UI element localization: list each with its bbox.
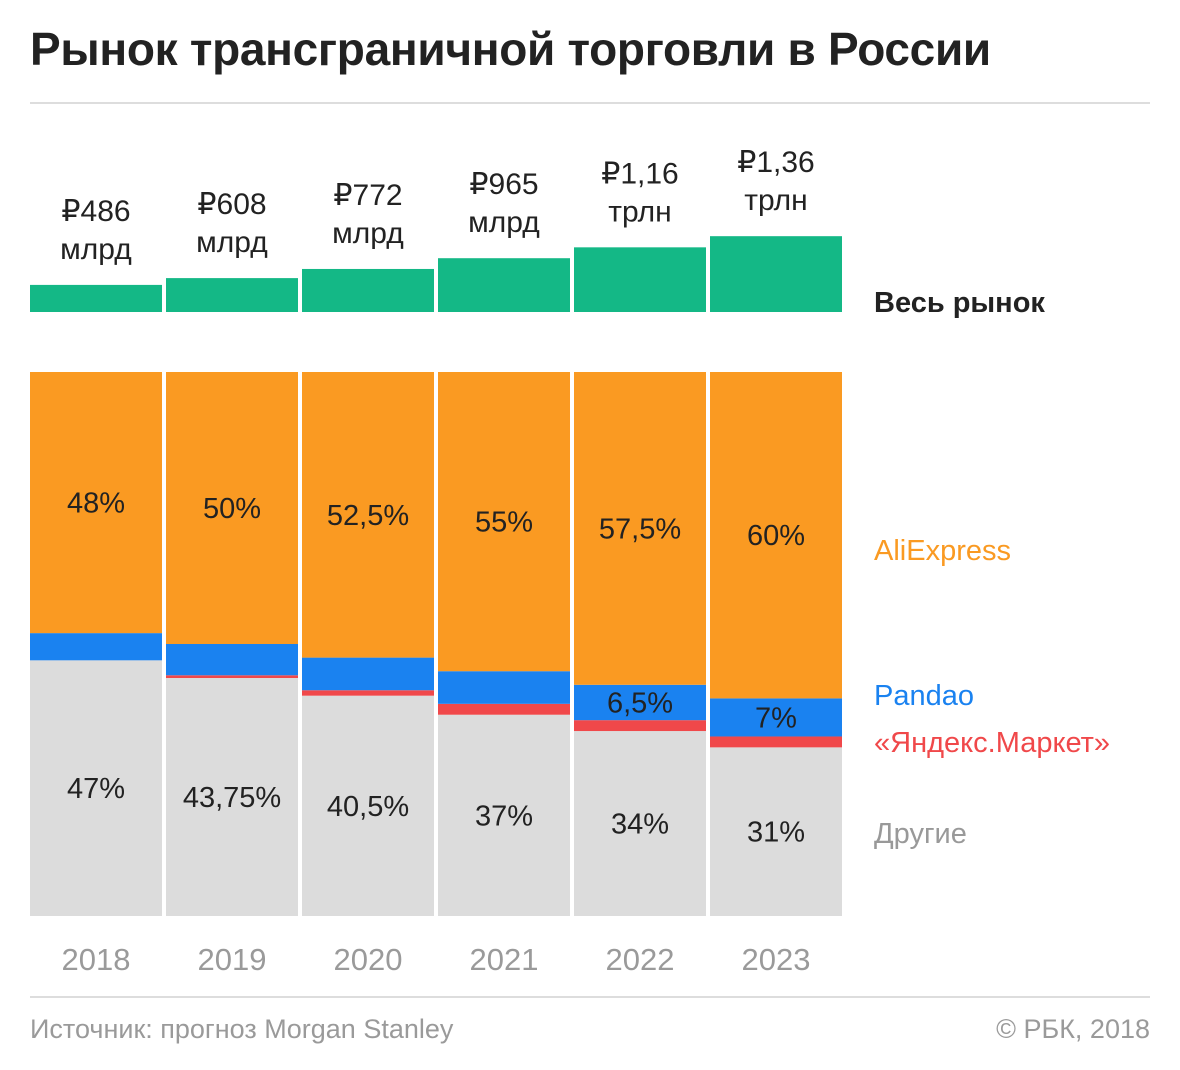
chart-title: Рынок трансграничной торговли в России xyxy=(30,23,991,75)
market-share-chart: ₽486 млрд 47% 48% 2018 ₽608 млрд 43,75% 50% 2019 ₽… xyxy=(30,146,1110,977)
segment-яндекс-маркет-2023 xyxy=(710,736,842,748)
legend-pandao: Pandao xyxy=(874,680,974,712)
total-market-label-2020-value: ₽772 xyxy=(333,179,402,212)
segment-label-aliexpress-2022: 57,5% xyxy=(599,513,681,545)
segment-label-другие-2018: 47% xyxy=(67,773,125,805)
year-label-2018: 2018 xyxy=(62,942,131,977)
legend-aliexpress: AliExpress xyxy=(874,535,1011,567)
legend-total-market: Весь рынок xyxy=(874,287,1045,319)
total-market-bar-2023 xyxy=(710,236,842,312)
total-market-label-2021-value: ₽965 xyxy=(469,168,538,201)
segment-pandao-2021 xyxy=(438,671,570,704)
segment-label-aliexpress-2020: 52,5% xyxy=(327,500,409,532)
total-market-label-2023-unit: трлн xyxy=(744,184,807,217)
segment-aliexpress-2022 xyxy=(574,372,706,685)
segment-aliexpress-2019 xyxy=(166,372,298,644)
segment-aliexpress-2018 xyxy=(30,372,162,634)
year-label-2022: 2022 xyxy=(606,942,675,977)
total-market-label-2018-value: ₽486 xyxy=(61,195,130,228)
source-note: Источник: прогноз Morgan Stanley xyxy=(30,1014,454,1044)
segment-aliexpress-2023 xyxy=(710,372,842,699)
segment-pandao-2018 xyxy=(30,633,162,661)
total-market-bar-2020 xyxy=(302,268,434,312)
total-market-label-2023-value: ₽1,36 xyxy=(737,146,814,179)
total-market-label-2019-value: ₽608 xyxy=(197,188,266,221)
segment-label-другие-2020: 40,5% xyxy=(327,791,409,823)
segment-другие-2018 xyxy=(30,660,162,916)
segment-яндекс-маркет-2021 xyxy=(438,703,570,715)
total-market-bar-2021 xyxy=(438,258,570,312)
segment-pandao-2023 xyxy=(710,698,842,737)
total-market-bar-2018 xyxy=(30,284,162,312)
legend-другие: Другие xyxy=(874,818,967,850)
year-label-2019: 2019 xyxy=(198,942,267,977)
segment-другие-2020 xyxy=(302,695,434,916)
segment-pandao-2022 xyxy=(574,684,706,721)
total-market-label-2022-value: ₽1,16 xyxy=(601,157,678,190)
segment-другие-2023 xyxy=(710,747,842,916)
segment-label-pandao-2022: 6,5% xyxy=(607,687,673,719)
segment-label-другие-2021: 37% xyxy=(475,800,533,832)
segment-label-другие-2019: 43,75% xyxy=(183,782,281,814)
segment-aliexpress-2020 xyxy=(302,372,434,658)
legend-яндекс-маркет: «Яндекс.Маркет» xyxy=(874,727,1110,759)
copyright: © РБК, 2018 xyxy=(996,1014,1150,1044)
total-market-label-2018-unit: млрд xyxy=(60,233,132,266)
segment-label-другие-2023: 31% xyxy=(747,817,805,849)
segment-другие-2019 xyxy=(166,678,298,916)
segment-другие-2022 xyxy=(574,731,706,916)
year-label-2023: 2023 xyxy=(742,942,811,977)
segment-pandao-2020 xyxy=(302,657,434,691)
total-market-label-2019-unit: млрд xyxy=(196,226,268,259)
segment-яндекс-маркет-2022 xyxy=(574,720,706,732)
segment-label-pandao-2023: 7% xyxy=(755,702,797,734)
total-market-bar-2022 xyxy=(574,247,706,312)
total-market-label-2020-unit: млрд xyxy=(332,217,404,250)
segment-яндекс-маркет-2019 xyxy=(166,675,298,678)
segment-label-aliexpress-2021: 55% xyxy=(475,507,533,539)
total-market-label-2021-unit: млрд xyxy=(468,206,540,239)
segment-pandao-2019 xyxy=(166,644,298,676)
segment-aliexpress-2021 xyxy=(438,372,570,672)
segment-label-aliexpress-2018: 48% xyxy=(67,488,125,520)
top-divider xyxy=(30,102,1150,104)
total-market-bar-2019 xyxy=(166,278,298,312)
segment-яндекс-маркет-2020 xyxy=(302,690,434,696)
total-market-label-2022-unit: трлн xyxy=(608,195,671,228)
year-label-2020: 2020 xyxy=(334,942,403,977)
segment-label-другие-2022: 34% xyxy=(611,809,669,841)
bottom-divider xyxy=(30,996,1150,998)
segment-label-aliexpress-2023: 60% xyxy=(747,520,805,552)
year-label-2021: 2021 xyxy=(470,942,539,977)
segment-другие-2021 xyxy=(438,714,570,916)
segment-label-aliexpress-2019: 50% xyxy=(203,493,261,525)
